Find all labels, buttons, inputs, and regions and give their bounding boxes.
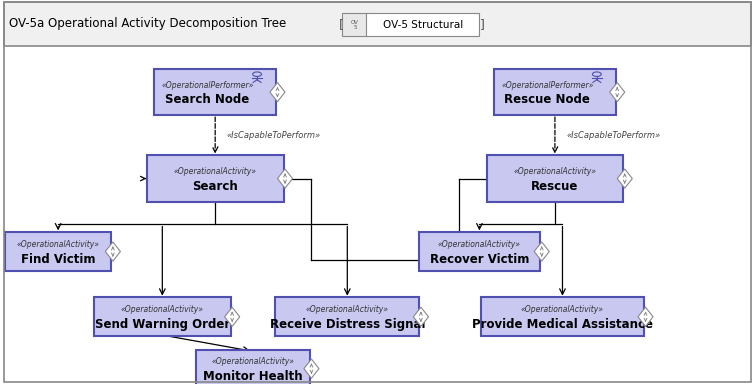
- Text: Find Victim: Find Victim: [21, 253, 95, 266]
- Text: Send Warning Order: Send Warning Order: [94, 318, 230, 331]
- Text: «OperationalActivity»: «OperationalActivity»: [521, 305, 604, 314]
- FancyBboxPatch shape: [4, 2, 751, 46]
- Polygon shape: [414, 307, 429, 326]
- Text: «OperationalActivity»: «OperationalActivity»: [513, 167, 596, 176]
- Polygon shape: [106, 242, 121, 261]
- Text: «OperationalPerformer»: «OperationalPerformer»: [162, 81, 254, 90]
- FancyBboxPatch shape: [342, 13, 368, 36]
- FancyBboxPatch shape: [486, 155, 623, 202]
- Text: Rescue Node: Rescue Node: [504, 93, 590, 106]
- FancyBboxPatch shape: [418, 232, 541, 271]
- Text: «IsCapableToPerform»: «IsCapableToPerform»: [226, 131, 321, 140]
- Text: «IsCapableToPerform»: «IsCapableToPerform»: [566, 131, 661, 140]
- Text: ]: ]: [480, 18, 485, 31]
- Text: Rescue: Rescue: [532, 180, 578, 193]
- FancyBboxPatch shape: [366, 13, 479, 36]
- Text: OV
5: OV 5: [351, 20, 359, 30]
- Text: Monitor Health: Monitor Health: [203, 370, 303, 383]
- Text: Search Node: Search Node: [165, 93, 250, 106]
- FancyBboxPatch shape: [494, 69, 616, 115]
- Text: «OperationalActivity»: «OperationalActivity»: [211, 357, 294, 366]
- FancyBboxPatch shape: [196, 350, 310, 384]
- Text: Receive Distress Signal: Receive Distress Signal: [270, 318, 425, 331]
- FancyBboxPatch shape: [154, 69, 276, 115]
- FancyBboxPatch shape: [5, 232, 112, 271]
- Text: «OperationalActivity»: «OperationalActivity»: [174, 167, 257, 176]
- Polygon shape: [618, 169, 633, 188]
- Text: «OperationalActivity»: «OperationalActivity»: [121, 305, 204, 314]
- Text: OV-5 Structural: OV-5 Structural: [383, 20, 463, 30]
- FancyBboxPatch shape: [94, 297, 231, 336]
- Polygon shape: [304, 359, 319, 378]
- FancyBboxPatch shape: [481, 297, 644, 336]
- Polygon shape: [535, 242, 550, 261]
- Text: «OperationalActivity»: «OperationalActivity»: [438, 240, 521, 249]
- Text: «OperationalPerformer»: «OperationalPerformer»: [501, 81, 593, 90]
- Polygon shape: [225, 307, 240, 326]
- Polygon shape: [638, 307, 653, 326]
- FancyBboxPatch shape: [276, 297, 420, 336]
- Text: «OperationalActivity»: «OperationalActivity»: [17, 240, 100, 249]
- Polygon shape: [278, 169, 292, 188]
- Text: Provide Medical Assistance: Provide Medical Assistance: [472, 318, 653, 331]
- FancyBboxPatch shape: [146, 155, 283, 202]
- Polygon shape: [610, 83, 625, 102]
- Text: «OperationalActivity»: «OperationalActivity»: [306, 305, 389, 314]
- Text: OV-5a Operational Activity Decomposition Tree: OV-5a Operational Activity Decomposition…: [9, 17, 286, 30]
- Text: [: [: [339, 18, 344, 31]
- Polygon shape: [270, 83, 285, 102]
- Text: Search: Search: [193, 180, 238, 193]
- Text: Recover Victim: Recover Victim: [430, 253, 529, 266]
